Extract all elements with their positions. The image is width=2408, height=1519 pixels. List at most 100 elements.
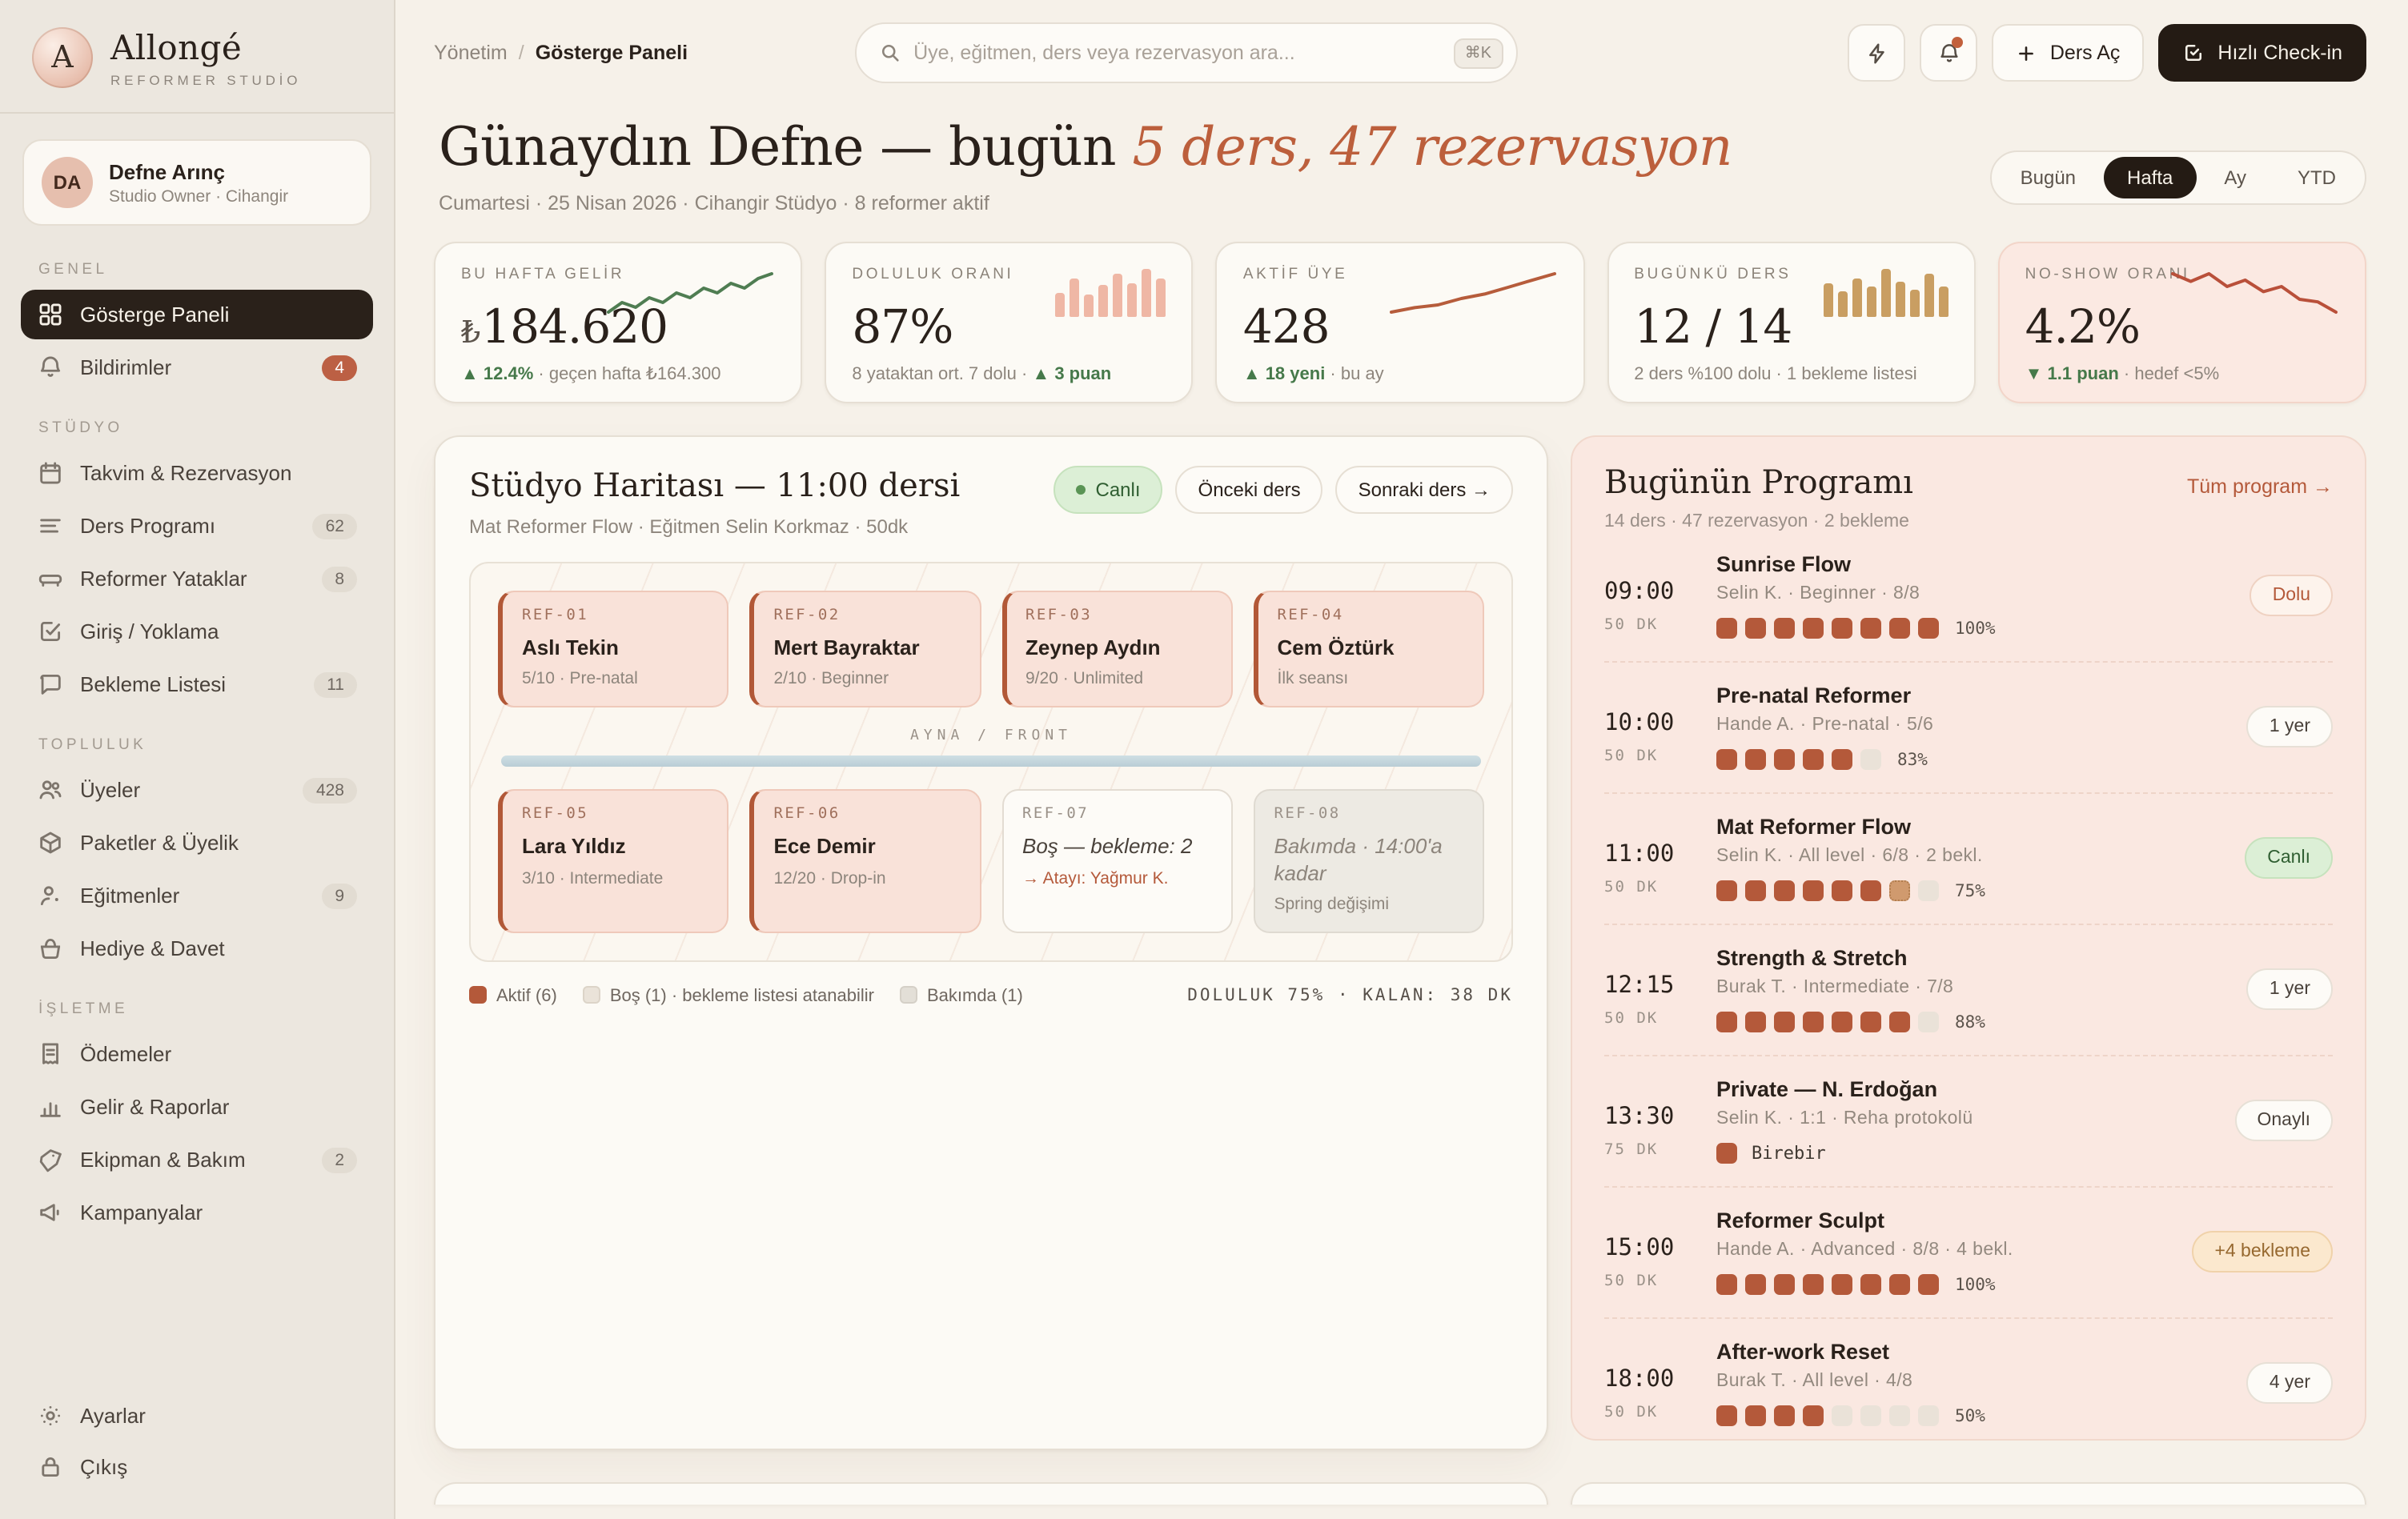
sidebar-item-logout[interactable]: Çıkış <box>21 1442 373 1492</box>
next-class-button[interactable]: Sonraki ders → <box>1335 466 1513 514</box>
sidebar-item-notifications[interactable]: Bildirimler 4 <box>21 343 373 392</box>
sidebar-item-label: Takvim & Rezervasyon <box>80 461 292 485</box>
schedule-row[interactable]: 11:00 50 DK Mat Reformer Flow Selin K. · … <box>1604 792 2333 924</box>
sidebar-item-equipment[interactable]: Ekipman & Bakım 2 <box>21 1135 373 1184</box>
schedule-row[interactable]: 15:00 50 DK Reformer Sculpt Hande A. · Ad… <box>1604 1186 2333 1317</box>
live-dot <box>1076 485 1086 495</box>
brand: A Allongé REFORMER STUDİO <box>0 0 394 114</box>
main: Yönetim/Gösterge Paneli ⌘K Ders Aç <box>395 0 2408 1519</box>
all-schedule-link[interactable]: Tüm program → <box>2187 475 2333 498</box>
kpi-card-revenue: BU HAFTA GELİR ₺184.620 ▲ 12.4% · geçen … <box>434 242 803 403</box>
list-icon <box>40 519 61 533</box>
sidebar-item-settings[interactable]: Ayarlar <box>21 1391 373 1441</box>
sidebar-item-campaigns[interactable]: Kampanyalar <box>21 1188 373 1237</box>
sidebar-item-label: Ayarlar <box>80 1404 146 1428</box>
assign-link[interactable]: → Atayı: Yağmur K. <box>1022 868 1169 888</box>
quick-checkin-button[interactable]: Hızlı Check-in <box>2158 24 2366 82</box>
user-role: Studio Owner · Cihangir <box>109 186 289 206</box>
mini-bars <box>1823 269 1948 317</box>
brand-name: Allongé <box>110 28 243 66</box>
range-tabs: Bugün Hafta Ay YTD <box>1989 150 2366 205</box>
tab-hafta[interactable]: Hafta <box>2103 157 2197 198</box>
bed-ref-04[interactable]: REF-04 Cem Öztürk İlk seansı <box>1253 591 1484 708</box>
lightning-icon <box>1868 42 1884 63</box>
bed-ref-07[interactable]: REF-07 Boş — bekleme: 2 → Atayı: Yağmur … <box>1001 789 1233 933</box>
search-bar[interactable]: ⌘K <box>854 22 1518 83</box>
sidebar-item-label: Ders Programı <box>80 514 216 538</box>
schedule-row[interactable]: 09:00 50 DK Sunrise Flow Selin K. · Begin… <box>1604 531 2333 661</box>
sidebar-item-instructors[interactable]: Eğitmenler 9 <box>21 871 373 920</box>
sidebar-item-checkin[interactable]: Giriş / Yoklama <box>21 607 373 656</box>
schedule-subtitle: 14 ders · 47 rezervasyon · 2 bekleme <box>1604 512 1909 531</box>
bed-icon <box>38 575 62 587</box>
schedule-row[interactable]: 13:30 75 DK Private — N. Erdoğan Selin K.… <box>1604 1055 2333 1186</box>
capacity-blocks: 100% <box>1716 618 2231 639</box>
search-icon <box>881 44 898 62</box>
section-label-genel: GENEL <box>38 261 108 279</box>
sidebar-item-label: Kampanyalar <box>80 1200 203 1224</box>
legend-swatch-active <box>469 985 487 1004</box>
avatar: DA <box>42 157 93 208</box>
sidebar-item-calendar[interactable]: Takvim & Rezervasyon <box>21 448 373 498</box>
check-square-icon <box>2185 44 2202 62</box>
sidebar-item-label: Giriş / Yoklama <box>80 619 219 643</box>
sidebar-item-class-schedule[interactable]: Ders Programı 62 <box>21 501 373 551</box>
user-card[interactable]: DA Defne Arınç Studio Owner · Cihangir <box>22 139 371 226</box>
settings-icon <box>40 1405 61 1426</box>
sidebar-item-revenue[interactable]: Gelir & Raporlar <box>21 1082 373 1132</box>
sparkline-red <box>1389 272 1556 314</box>
open-class-button[interactable]: Ders Aç <box>1992 24 2145 82</box>
count-badge: 11 <box>314 671 357 697</box>
capacity-blocks: 50% <box>1716 1405 2228 1426</box>
status-badge: Canlı <box>2245 837 2333 879</box>
breadcrumb-parent[interactable]: Yönetim <box>434 42 508 64</box>
sidebar-item-packages[interactable]: Paketler & Üyelik <box>21 818 373 868</box>
sidebar-item-gifts[interactable]: Hediye & Davet <box>21 924 373 973</box>
quick-actions-button[interactable] <box>1848 24 1906 82</box>
package-icon <box>40 832 61 854</box>
capacity-blocks: 83% <box>1716 749 2228 770</box>
sidebar-item-payments[interactable]: Ödemeler <box>21 1029 373 1079</box>
partial-card-right <box>1571 1482 2366 1505</box>
previous-class-button[interactable]: Önceki ders <box>1175 466 1323 514</box>
bed-ref-05[interactable]: REF-05 Lara Yıldız 3/10 · Intermediate <box>498 789 729 933</box>
content-row: Stüdyo Haritası — 11:00 dersi Mat Reform… <box>395 403 2408 1450</box>
tab-bugun[interactable]: Bugün <box>2020 166 2077 189</box>
receipt-icon <box>42 1043 58 1064</box>
bed-ref-02[interactable]: REF-02 Mert Bayraktar 2/10 · Beginner <box>749 591 981 708</box>
status-badge: Onaylı <box>2234 1100 2333 1141</box>
sidebar-item-label: Bildirimler <box>80 355 172 379</box>
page-header: Günaydın Defne — bugün 5 ders, 47 rezerv… <box>395 83 2408 214</box>
capacity-blocks: 100% <box>1716 1274 2173 1295</box>
capacity-blocks: 88% <box>1716 1012 2228 1032</box>
kpi-card-no-show: NO-SHOW ORANI 4.2% ▼ 1.1 puan · hedef <5… <box>1997 242 2367 403</box>
topbar-actions: Ders Aç Hızlı Check-in <box>1848 24 2366 82</box>
sidebar-item-dashboard[interactable]: Gösterge Paneli <box>21 290 373 339</box>
notifications-button[interactable] <box>1920 24 1978 82</box>
breadcrumb-current: Gösterge Paneli <box>535 42 688 64</box>
count-badge: 62 <box>312 513 357 539</box>
bed-ref-08[interactable]: REF-08 Bakımda · 14:00'a kadar Spring de… <box>1253 789 1484 933</box>
mirror-bar <box>501 755 1481 768</box>
sidebar-item-label: Üyeler <box>80 778 141 802</box>
sidebar-item-waitlist[interactable]: Bekleme Listesi 11 <box>21 659 373 709</box>
page-title: Günaydın Defne — bugün 5 ders, 47 rezerv… <box>439 115 1732 178</box>
schedule-row[interactable]: 18:00 50 DK After-work Reset Burak T. · A… <box>1604 1317 2333 1439</box>
sidebar-item-label: Çıkış <box>80 1455 128 1479</box>
page-title-highlight: 5 ders, 47 rezervasyon <box>1132 115 1732 178</box>
tab-ytd[interactable]: YTD <box>2298 166 2336 189</box>
bell-icon <box>40 356 61 377</box>
schedule-row[interactable]: 12:15 50 DK Strength & Stretch Burak T. ·… <box>1604 924 2333 1055</box>
brand-logo: A <box>32 27 93 88</box>
schedule-row[interactable]: 10:00 50 DK Pre-natal Reformer Hande A. ·… <box>1604 661 2333 792</box>
capacity-blocks: 75% <box>1716 880 2225 901</box>
sidebar-item-reformer-beds[interactable]: Reformer Yataklar 8 <box>21 554 373 603</box>
sidebar-item-members[interactable]: Üyeler 428 <box>21 765 373 815</box>
bed-ref-01[interactable]: REF-01 Aslı Tekin 5/10 · Pre-natal <box>498 591 729 708</box>
tab-ay[interactable]: Ay <box>2224 166 2246 189</box>
search-input[interactable] <box>913 42 1441 64</box>
grid-icon <box>39 303 62 326</box>
bed-ref-06[interactable]: REF-06 Ece Demir 12/20 · Drop-in <box>749 789 981 933</box>
bed-ref-03[interactable]: REF-03 Zeynep Aydın 9/20 · Unlimited <box>1001 591 1233 708</box>
